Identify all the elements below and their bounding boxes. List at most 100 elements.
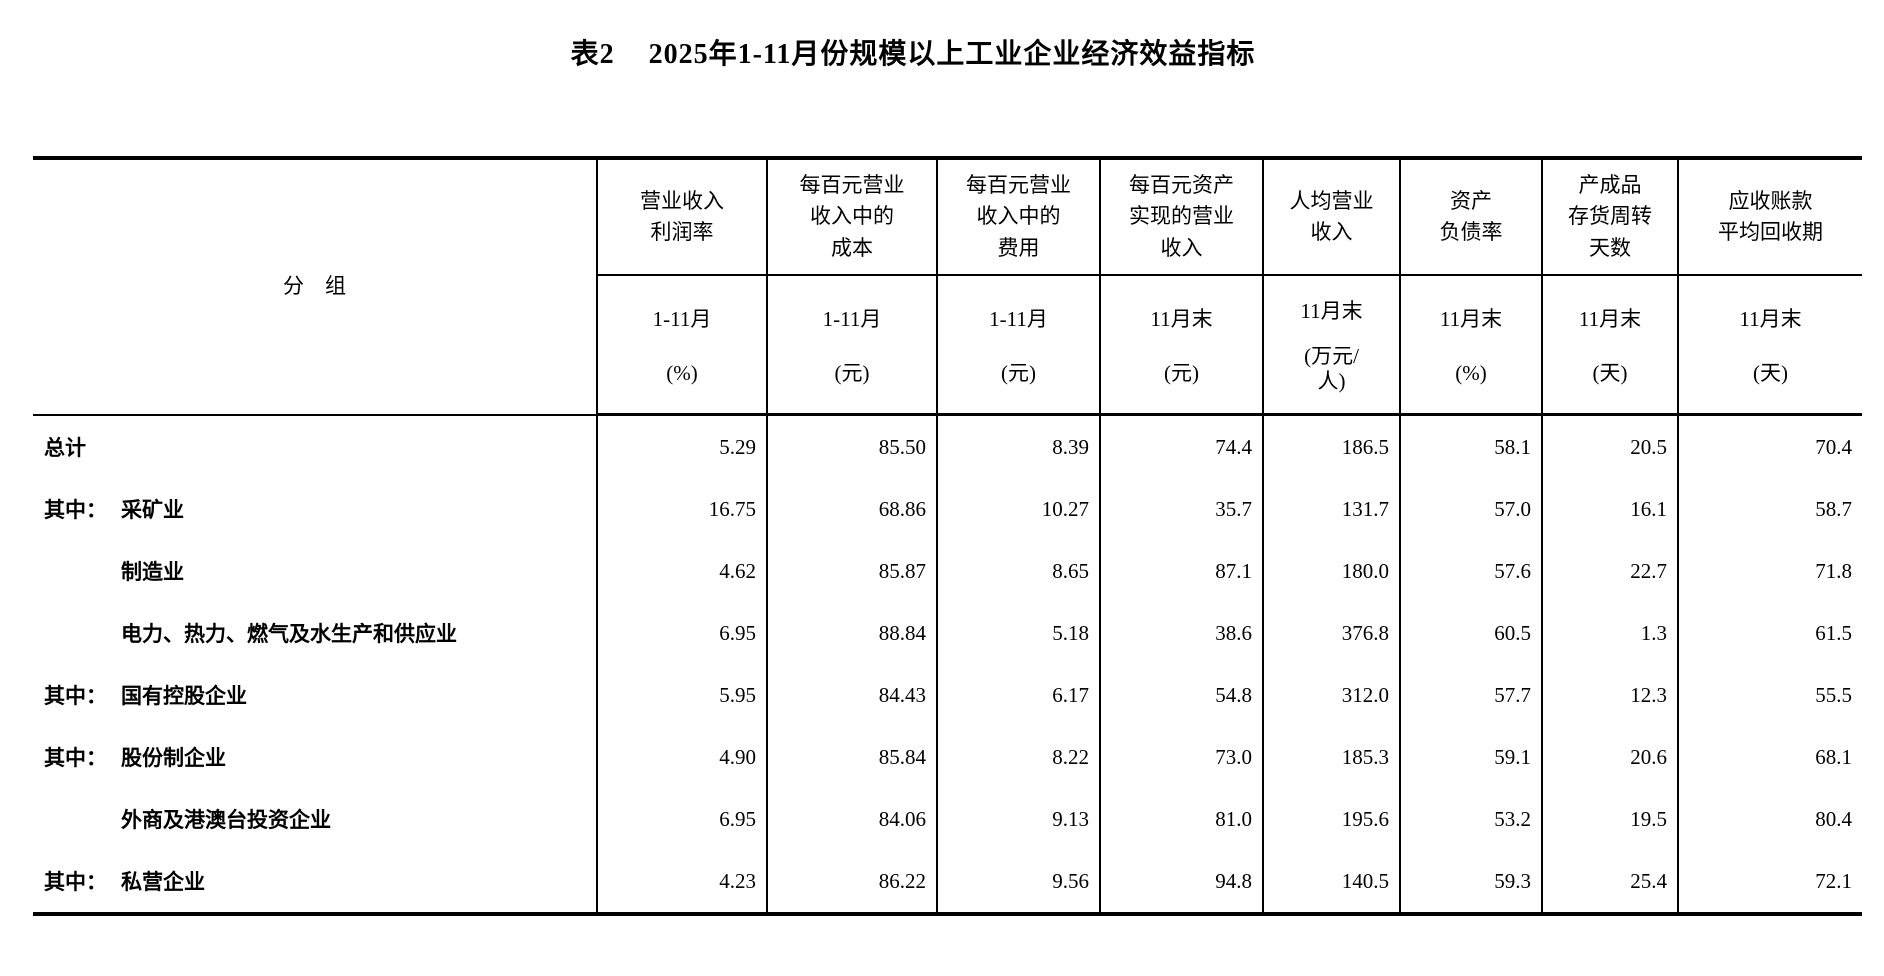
table-row: 外商及港澳台投资企业 6.95 84.06 9.13 81.0 195.6 53.2 19.5… xyxy=(33,788,1862,850)
value-cell: 16.1 xyxy=(1541,478,1678,540)
value-cell: 5.95 xyxy=(596,664,767,726)
value-cell: 72.1 xyxy=(1677,850,1862,914)
table-number: 表2 xyxy=(570,39,615,70)
table-row: 其中： 国有控股企业 5.95 84.43 6.17 54.8 312.0 57.7 12.3 5… xyxy=(33,664,1862,726)
value-cell: 68.1 xyxy=(1677,726,1862,788)
value-cell: 38.6 xyxy=(1099,602,1263,664)
header-row-period-units: 1-11月 (%) 1-11月 (元) 1-11月 (元) 11月末 (元) 11月末 (万元/ … xyxy=(33,275,1862,416)
value-cell: 70.4 xyxy=(1677,414,1862,478)
value-cell: 195.6 xyxy=(1262,788,1400,850)
unit-label: (元) xyxy=(1001,360,1036,385)
value-cell: 12.3 xyxy=(1541,664,1678,726)
period-unit-cell: 1-11月 (元) xyxy=(936,275,1100,416)
value-cell: 9.56 xyxy=(936,850,1100,914)
value-cell: 312.0 xyxy=(1262,664,1400,726)
value-cell: 54.8 xyxy=(1099,664,1263,726)
value-cell: 5.18 xyxy=(936,602,1100,664)
value-cell: 6.17 xyxy=(936,664,1100,726)
indicator-header: 营业收入 利润率 xyxy=(596,158,767,276)
row-label: 其中： 国有控股企业 xyxy=(33,664,597,726)
value-cell: 1.3 xyxy=(1541,602,1678,664)
row-label-prefix: 其中： xyxy=(44,871,107,894)
value-cell: 5.29 xyxy=(596,414,767,478)
period-unit-cell: 11月末 (元) xyxy=(1099,275,1263,416)
value-cell: 4.62 xyxy=(596,540,767,602)
header-row-indicators: 分 组营业收入 利润率 每百元营业 收入中的 成本 每百元营业 收入中的 费用 每百元… xyxy=(33,158,1862,416)
value-cell: 61.5 xyxy=(1677,602,1862,664)
value-cell: 59.1 xyxy=(1399,726,1542,788)
value-cell: 8.22 xyxy=(936,726,1100,788)
value-cell: 376.8 xyxy=(1262,602,1400,664)
row-label: 其中： 私营企业 xyxy=(33,850,597,914)
value-cell: 85.87 xyxy=(766,540,937,602)
value-cell: 20.5 xyxy=(1541,414,1678,478)
unit-label: (万元/ 人) xyxy=(1304,343,1359,393)
unit-label: (%) xyxy=(1455,360,1487,385)
indicator-header: 每百元营业 收入中的 费用 xyxy=(936,158,1100,276)
group-column-header: 分 组 xyxy=(33,158,597,416)
value-cell: 57.0 xyxy=(1399,478,1542,540)
value-cell: 73.0 xyxy=(1099,726,1263,788)
row-label-prefix: 其中： xyxy=(44,747,107,770)
value-cell: 25.4 xyxy=(1541,850,1678,914)
value-cell: 131.7 xyxy=(1262,478,1400,540)
value-cell: 55.5 xyxy=(1677,664,1862,726)
value-cell: 87.1 xyxy=(1099,540,1263,602)
value-cell: 185.3 xyxy=(1262,726,1400,788)
value-cell: 85.50 xyxy=(766,414,937,478)
period-unit-cell: 1-11月 (%) xyxy=(596,275,767,416)
unit-label: (%) xyxy=(666,360,698,385)
value-cell: 22.7 xyxy=(1541,540,1678,602)
row-label-prefix: 其中： xyxy=(44,499,107,522)
row-label-text: 外商及港澳台投资企业 xyxy=(121,809,331,832)
row-label-text: 股份制企业 xyxy=(121,747,226,770)
value-cell: 6.95 xyxy=(596,602,767,664)
row-label-text: 总计 xyxy=(44,436,86,460)
table-title-text: 2025年1-11月份规模以上工业企业经济效益指标 xyxy=(648,39,1256,70)
period-label: 11月末 xyxy=(1439,307,1503,332)
value-cell: 74.4 xyxy=(1099,414,1263,478)
row-label-text: 私营企业 xyxy=(121,871,205,894)
period-label: 11月末 xyxy=(1150,307,1213,332)
table-row: 总计 5.29 85.50 8.39 74.4 186.5 58.1 20.5 70.4 xyxy=(33,414,1862,479)
value-cell: 58.1 xyxy=(1399,414,1542,478)
period-unit-cell: 11月末 (%) xyxy=(1399,275,1542,416)
table-row: 其中： 股份制企业 4.90 85.84 8.22 73.0 185.3 59.1 20.6 68… xyxy=(33,726,1862,788)
value-cell: 57.7 xyxy=(1399,664,1542,726)
value-cell: 85.84 xyxy=(766,726,937,788)
unit-label: (元) xyxy=(834,360,870,385)
value-cell: 180.0 xyxy=(1262,540,1400,602)
value-cell: 8.65 xyxy=(936,540,1100,602)
indicator-header: 每百元营业 收入中的 成本 xyxy=(766,158,937,276)
value-cell: 81.0 xyxy=(1099,788,1263,850)
period-label: 11月末 xyxy=(1300,298,1363,323)
value-cell: 4.23 xyxy=(596,850,767,914)
unit-label: (天) xyxy=(1592,360,1628,385)
period-unit-cell: 11月末 (天) xyxy=(1541,275,1678,416)
row-label: 其中： 采矿业 xyxy=(33,478,597,540)
value-cell: 6.95 xyxy=(596,788,767,850)
table-body: 总计 5.29 85.50 8.39 74.4 186.5 58.1 20.5 70.4 其中： 采… xyxy=(33,414,1862,914)
row-label: 总计 xyxy=(33,415,597,479)
value-cell: 86.22 xyxy=(766,850,937,914)
economic-indicators-table: 分 组营业收入 利润率 每百元营业 收入中的 成本 每百元营业 收入中的 费用 每百元… xyxy=(33,156,1862,916)
unit-label: (天) xyxy=(1753,360,1788,385)
value-cell: 186.5 xyxy=(1262,414,1400,478)
period-label: 11月末 xyxy=(1739,307,1802,332)
value-cell: 35.7 xyxy=(1099,478,1263,540)
period-unit-cell: 11月末 (天) xyxy=(1677,275,1862,416)
value-cell: 88.84 xyxy=(766,602,937,664)
period-label: 1-11月 xyxy=(652,307,712,332)
value-cell: 8.39 xyxy=(936,414,1100,478)
row-label-text: 电力、热力、燃气及水生产和供应业 xyxy=(121,623,457,646)
row-label-text: 制造业 xyxy=(121,561,184,584)
period-unit-cell: 1-11月 (元) xyxy=(766,275,937,416)
value-cell: 94.8 xyxy=(1099,850,1263,914)
period-label: 1-11月 xyxy=(989,307,1048,332)
value-cell: 53.2 xyxy=(1399,788,1542,850)
page-title: 表2 2025年1-11月份规模以上工业企业经济效益指标 xyxy=(33,32,1793,72)
value-cell: 16.75 xyxy=(596,478,767,540)
value-cell: 68.86 xyxy=(766,478,937,540)
value-cell: 60.5 xyxy=(1399,602,1542,664)
